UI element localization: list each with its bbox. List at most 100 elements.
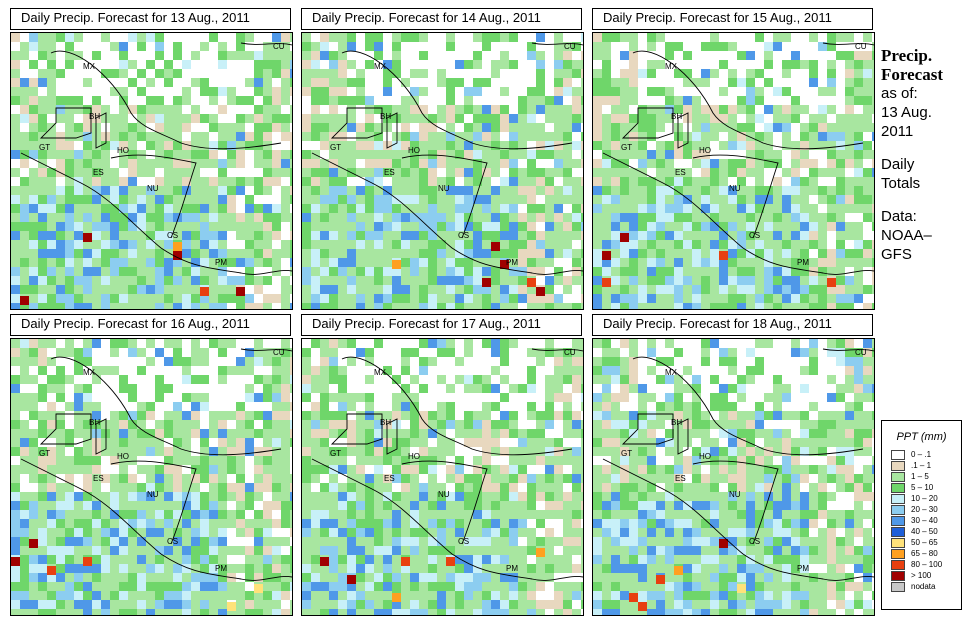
precip-map: CU MX BH GT HO ES NU CS PM bbox=[592, 32, 875, 310]
legend-item: 50 – 65 bbox=[891, 537, 961, 548]
legend-item: 65 – 80 bbox=[891, 548, 961, 559]
country-label: HO bbox=[117, 146, 129, 155]
legend-swatch bbox=[891, 471, 905, 482]
legend-swatch bbox=[891, 548, 905, 559]
country-label: ES bbox=[675, 168, 686, 177]
country-label: HO bbox=[699, 146, 711, 155]
legend-label: 65 – 80 bbox=[911, 549, 938, 558]
country-label: CS bbox=[749, 537, 760, 546]
legend-label: 0 – .1 bbox=[911, 450, 932, 459]
country-label: BH bbox=[380, 418, 391, 427]
legend-swatch bbox=[891, 493, 905, 504]
legend-label: 5 – 10 bbox=[911, 483, 934, 492]
legend-title: PPT (mm) bbox=[896, 431, 947, 443]
legend-item: nodata bbox=[891, 581, 961, 592]
country-label: ES bbox=[675, 474, 686, 483]
precip-map-svg: CU MX BH GT HO ES NU CS PM bbox=[302, 33, 583, 309]
legend-item: 1 – 5 bbox=[891, 471, 961, 482]
country-label: GT bbox=[39, 143, 50, 152]
panel-title: Daily Precip. Forecast for 16 Aug., 2011 bbox=[10, 314, 291, 336]
precip-map-svg: CU MX BH GT HO ES NU CS PM bbox=[593, 339, 874, 615]
info-totals: Totals bbox=[881, 175, 921, 192]
info-as-of: as of: bbox=[881, 85, 918, 102]
legend-label: > 100 bbox=[911, 571, 932, 580]
legend-label: 1 – 5 bbox=[911, 472, 929, 481]
info-date: 2011 bbox=[881, 123, 914, 140]
country-label: BH bbox=[671, 112, 682, 121]
country-label: BH bbox=[671, 418, 682, 427]
legend-item: 40 – 50 bbox=[891, 526, 961, 537]
country-label: ES bbox=[384, 474, 395, 483]
legend-label: 50 – 65 bbox=[911, 538, 938, 547]
legend-item: 5 – 10 bbox=[891, 482, 961, 493]
country-label: CS bbox=[167, 537, 178, 546]
info-heading: Forecast bbox=[881, 65, 943, 84]
legend-item: .1 – 1 bbox=[891, 460, 961, 471]
legend-swatch bbox=[891, 526, 905, 537]
country-label: CU bbox=[273, 42, 285, 51]
country-label: MX bbox=[665, 62, 678, 71]
country-label: CS bbox=[458, 537, 469, 546]
legend-swatch bbox=[891, 482, 905, 493]
country-label: GT bbox=[621, 449, 632, 458]
panel-title: Daily Precip. Forecast for 13 Aug., 2011 bbox=[10, 8, 291, 30]
country-label: PM bbox=[797, 258, 809, 267]
panel-title: Daily Precip. Forecast for 18 Aug., 2011 bbox=[592, 314, 873, 336]
country-label: GT bbox=[39, 449, 50, 458]
forecast-info: Precip. Forecast as of: 13 Aug. 2011 Dai… bbox=[881, 46, 965, 264]
country-label: ES bbox=[93, 168, 104, 177]
country-label: CU bbox=[564, 42, 576, 51]
legend-label: nodata bbox=[911, 582, 936, 591]
country-label: CU bbox=[855, 348, 867, 357]
country-label: HO bbox=[408, 452, 420, 461]
country-label: CS bbox=[458, 231, 469, 240]
country-label: NU bbox=[147, 490, 159, 499]
legend-swatch bbox=[891, 515, 905, 526]
country-label: MX bbox=[83, 368, 96, 377]
info-data-source: NOAA– bbox=[881, 227, 932, 244]
legend-item: 80 – 100 bbox=[891, 559, 961, 570]
precip-map: CU MX BH GT HO ES NU CS PM bbox=[301, 32, 584, 310]
legend-item: 10 – 20 bbox=[891, 493, 961, 504]
precip-map-svg: CU MX BH GT HO ES NU CS PM bbox=[593, 33, 874, 309]
legend-swatch bbox=[891, 537, 905, 548]
legend-item: 0 – .1 bbox=[891, 449, 961, 460]
country-label: CS bbox=[749, 231, 760, 240]
country-label: BH bbox=[89, 418, 100, 427]
country-label: HO bbox=[408, 146, 420, 155]
country-label: GT bbox=[330, 143, 341, 152]
country-label: HO bbox=[117, 452, 129, 461]
legend-swatch bbox=[891, 581, 905, 592]
info-data-source: Data: bbox=[881, 208, 917, 225]
country-label: MX bbox=[83, 62, 96, 71]
precip-legend: PPT (mm) 0 – .1 .1 – 1 1 – 5 5 – 10 10 – 20 2… bbox=[881, 420, 962, 610]
country-label: MX bbox=[665, 368, 678, 377]
legend-swatch bbox=[891, 504, 905, 515]
legend-swatch bbox=[891, 460, 905, 471]
panel-title: Daily Precip. Forecast for 15 Aug., 2011 bbox=[592, 8, 873, 30]
precip-map: CU MX BH GT HO ES NU CS PM bbox=[592, 338, 875, 616]
info-totals: Daily bbox=[881, 156, 915, 173]
country-label: ES bbox=[93, 474, 104, 483]
legend-label: 40 – 50 bbox=[911, 527, 938, 536]
country-label: CU bbox=[564, 348, 576, 357]
country-label: PM bbox=[215, 258, 227, 267]
precip-map: CU MX BH GT HO ES NU CS PM bbox=[301, 338, 584, 616]
info-heading: Precip. bbox=[881, 46, 933, 65]
info-data-source: GFS bbox=[881, 246, 912, 263]
country-label: CU bbox=[855, 42, 867, 51]
country-label: CU bbox=[273, 348, 285, 357]
country-label: NU bbox=[729, 490, 741, 499]
country-label: CS bbox=[167, 231, 178, 240]
legend-item: > 100 bbox=[891, 570, 961, 581]
country-label: NU bbox=[438, 184, 450, 193]
legend-label: 10 – 20 bbox=[911, 494, 938, 503]
country-label: NU bbox=[147, 184, 159, 193]
legend-label: 80 – 100 bbox=[911, 560, 943, 569]
country-label: MX bbox=[374, 62, 387, 71]
legend-swatch bbox=[891, 449, 905, 460]
legend-rows: 0 – .1 .1 – 1 1 – 5 5 – 10 10 – 20 20 – 30 30 … bbox=[882, 449, 961, 592]
legend-label: 30 – 40 bbox=[911, 516, 938, 525]
legend-item: 20 – 30 bbox=[891, 504, 961, 515]
info-date: 13 Aug. bbox=[881, 104, 932, 121]
